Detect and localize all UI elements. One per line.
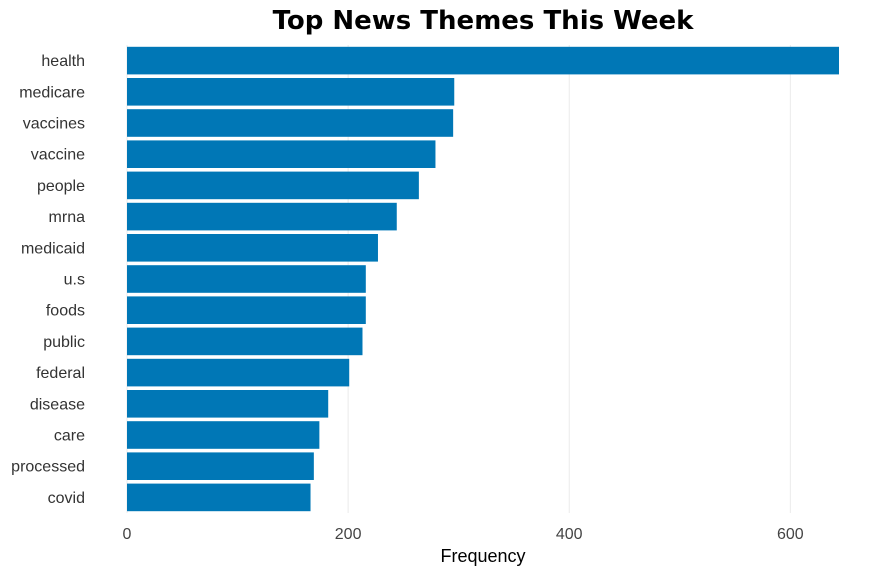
category-label: processed xyxy=(11,459,85,476)
x-tick-labels: 0 200 400 600 xyxy=(123,526,804,543)
category-label: covid xyxy=(48,490,85,507)
category-label: disease xyxy=(30,396,85,413)
category-label: people xyxy=(37,178,85,195)
bar-medicare xyxy=(127,78,455,106)
bar-u-s xyxy=(127,265,366,293)
category-label: mrna xyxy=(49,209,86,226)
category-label: vaccines xyxy=(23,116,85,133)
bar-disease xyxy=(127,390,329,418)
bars xyxy=(127,46,839,512)
category-label: vaccine xyxy=(31,147,85,164)
category-label: medicare xyxy=(19,84,85,101)
category-label: federal xyxy=(36,365,85,382)
bar-people xyxy=(127,171,419,200)
category-label: care xyxy=(54,428,85,445)
category-labels: health medicare vaccines vaccine people mrna m… xyxy=(11,53,85,507)
x-tick-label: 400 xyxy=(556,526,583,543)
bar-federal xyxy=(127,358,350,387)
bar-public xyxy=(127,327,363,356)
x-axis-title: Frequency xyxy=(440,546,525,566)
category-label: u.s xyxy=(64,272,85,289)
bar-vaccines xyxy=(127,109,454,137)
bar-vaccine xyxy=(127,140,436,168)
bar-covid xyxy=(127,483,311,512)
bar-health xyxy=(127,46,839,75)
x-tick-label: 200 xyxy=(335,526,362,543)
category-label: public xyxy=(43,334,85,351)
bar-mrna xyxy=(127,202,397,231)
x-tick-label: 600 xyxy=(777,526,804,543)
bar-care xyxy=(127,421,320,449)
category-label: health xyxy=(41,53,85,70)
bar-medicaid xyxy=(127,234,378,262)
bar-processed xyxy=(127,452,314,480)
x-tick-label: 0 xyxy=(123,526,132,543)
category-label: medicaid xyxy=(21,240,85,257)
chart-title: Top News Themes This Week xyxy=(273,6,695,36)
category-label: foods xyxy=(46,303,85,320)
bar-foods xyxy=(127,296,366,324)
